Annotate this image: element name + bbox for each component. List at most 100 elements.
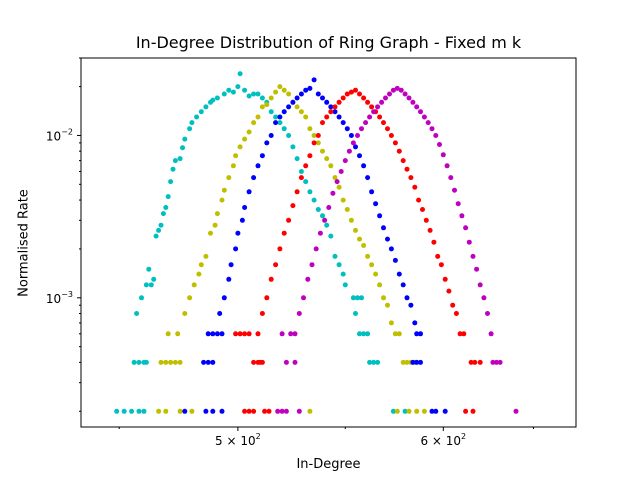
data-point-s1-43 [311,133,317,138]
data-point-s2-17 [239,217,245,223]
data-point-s1-16 [198,262,204,268]
data-point-s1-22 [221,187,227,193]
data-point-s4-35 [387,91,392,97]
data-point-s2-1 [203,408,209,414]
data-point-s4-61 [485,311,490,316]
data-point-s4-2 [283,408,289,414]
data-point-s3-53 [400,158,406,164]
data-point-s0-74 [375,359,381,365]
data-point-s1-19 [212,222,218,228]
data-point-s3-37 [336,99,342,105]
data-point-s2-12 [221,295,227,301]
data-point-s2-36 [320,95,325,101]
data-point-s1-2 [177,408,183,414]
data-point-s1-6 [163,359,169,365]
data-point-s1-13 [187,295,193,301]
data-point-s2-21 [255,163,261,169]
data-point-s0-21 [168,179,174,185]
data-point-s2-23 [264,140,270,146]
data-point-s3-40 [348,89,354,95]
data-point-s1-4 [307,408,313,414]
data-point-s1-54 [357,236,362,242]
data-point-s0-12 [148,282,154,288]
series-2 [182,77,448,414]
data-point-s0-53 [298,169,304,174]
data-point-s4-11 [288,331,294,337]
data-point-s4-44 [421,114,427,120]
data-point-s3-19 [259,311,265,316]
data-point-s1-32 [264,102,270,108]
data-point-s4-42 [414,104,420,110]
data-point-s3-34 [324,114,330,120]
data-point-s3-51 [392,140,398,146]
data-point-s3-10 [259,359,265,365]
x-axis-label: In-Degree [296,457,361,472]
data-point-s2-19 [246,189,252,195]
data-point-s4-58 [474,266,480,272]
data-point-s2-13 [226,276,232,282]
data-point-s2-32 [303,87,309,93]
data-point-s2-34 [311,77,317,83]
data-point-s2-22 [259,153,265,159]
data-point-s3-58 [420,207,425,212]
data-point-s2-47 [365,175,371,181]
data-point-s2-42 [344,126,350,132]
data-point-s0-27 [187,126,193,132]
data-point-s1-25 [233,153,239,159]
data-point-s1-18 [208,230,213,236]
data-point-s2-41 [340,120,346,126]
data-point-s2-0 [182,408,188,414]
data-point-s0-56 [311,197,317,203]
data-point-s2-4 [201,359,207,365]
data-point-s1-65 [400,359,406,365]
data-point-s2-38 [328,104,334,110]
data-point-s2-15 [233,246,239,252]
data-point-s3-32 [315,133,321,138]
data-point-s4-22 [334,179,340,185]
data-point-s1-42 [307,126,313,132]
data-point-s0-1 [121,408,127,414]
data-point-s0-73 [371,359,377,365]
data-point-s2-46 [361,163,367,169]
data-point-s2-31 [298,91,304,97]
data-point-s0-61 [332,253,338,259]
data-point-s3-20 [264,295,270,301]
data-point-s3-11 [468,359,474,365]
data-point-s0-37 [230,89,236,95]
data-point-s3-67 [453,311,459,316]
data-point-s2-63 [414,359,420,365]
data-point-s0-36 [226,87,232,93]
data-point-s3-30 [307,153,313,159]
data-point-s1-48 [332,175,338,181]
data-point-s0-40 [242,87,248,93]
data-point-s4-6 [292,359,298,365]
data-point-s3-26 [290,203,296,209]
data-point-s3-66 [450,302,456,308]
data-point-s0-66 [355,295,360,301]
data-point-s0-48 [277,120,283,126]
data-point-s4-1 [279,408,285,414]
data-point-s3-54 [404,166,410,172]
data-point-s4-3 [296,408,302,414]
data-point-s3-55 [408,175,414,181]
data-point-s3-0 [242,408,248,414]
data-point-s1-44 [315,140,321,146]
data-point-s3-64 [442,276,448,282]
data-point-s0-5 [131,359,137,365]
data-point-s4-37 [394,85,400,91]
data-point-s3-35 [328,109,334,115]
data-point-s3-3 [262,408,268,414]
data-point-s1-47 [328,163,334,169]
data-point-s0-71 [365,331,371,337]
data-point-s0-31 [203,104,209,110]
data-point-s4-9 [497,359,503,365]
data-point-s0-26 [182,136,188,142]
data-point-s2-39 [332,109,338,115]
data-point-s0-20 [165,194,171,200]
data-point-s4-33 [379,99,385,105]
data-point-s4-50 [444,163,450,169]
data-point-s0-13 [146,266,152,272]
data-point-s2-44 [353,144,358,150]
data-point-s1-66 [404,359,410,365]
